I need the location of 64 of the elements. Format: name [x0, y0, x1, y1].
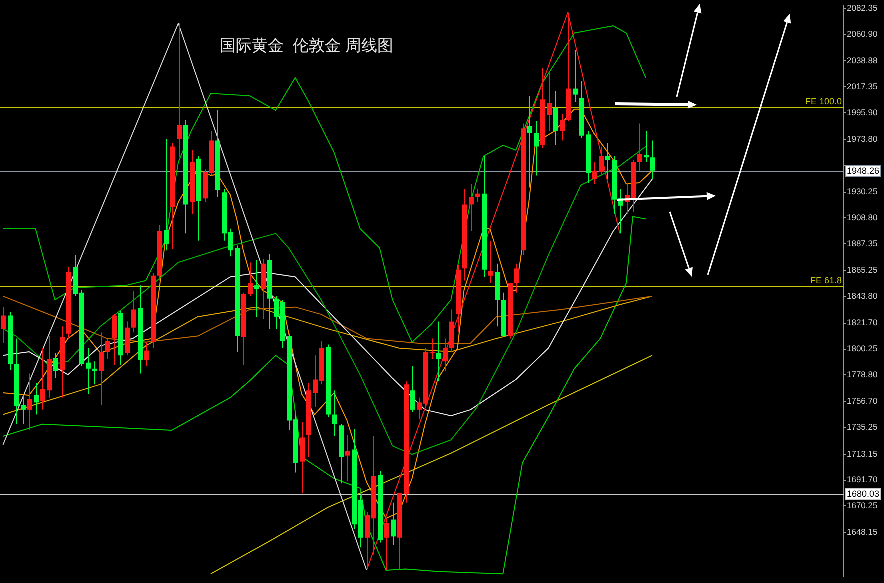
- candlestick: [527, 96, 532, 188]
- y-tick-label: 1887.35: [847, 238, 878, 248]
- candlestick: [436, 321, 441, 382]
- candlestick: [112, 314, 117, 366]
- y-tick-label: 1648.15: [847, 527, 878, 538]
- ref-line-label: FE 61.8: [810, 275, 842, 286]
- candlestick: [547, 71, 552, 132]
- candlestick: [1, 306, 6, 344]
- candlestick: [164, 139, 169, 252]
- candlestick: [573, 50, 578, 103]
- candlestick: [86, 348, 91, 395]
- y-tick-label: 2017.35: [847, 82, 878, 92]
- candlestick: [410, 366, 415, 413]
- candlestick: [644, 130, 649, 163]
- candlestick: [345, 434, 350, 482]
- candlestick: [592, 162, 597, 185]
- candlestick: [475, 188, 480, 203]
- candlestick: [332, 390, 337, 437]
- candlestick: [40, 348, 45, 410]
- y-tick-label: 1691.70: [847, 474, 878, 485]
- y-tick-label: 1756.70: [847, 396, 878, 406]
- candlestick: [514, 263, 519, 294]
- candlestick: [27, 373, 32, 431]
- y-tick-label: 2082.35: [847, 3, 878, 14]
- ref-line-label: 1680.03: [847, 488, 880, 499]
- y-tick-label: 1908.80: [847, 212, 878, 223]
- y-tick-label: 2060.90: [847, 28, 878, 39]
- candlestick: [488, 240, 493, 284]
- text: 国际黄金 伦敦金 周线图: [220, 36, 394, 57]
- candlestick: [99, 332, 104, 406]
- y-tick-label: 1778.80: [847, 370, 878, 380]
- candlestick: [553, 90, 558, 146]
- candlestick: [53, 352, 58, 380]
- candlestick: [443, 338, 448, 372]
- candlestick: [177, 23, 182, 158]
- candlestick: [92, 361, 97, 386]
- candlestick: [391, 502, 396, 546]
- candlestick: [105, 338, 110, 360]
- y-tick-label: 1735.25: [847, 422, 878, 432]
- y-tick-label: 1973.80: [847, 134, 878, 144]
- candlestick: [637, 123, 642, 172]
- y-tick-label: 1930.25: [847, 186, 878, 197]
- y-tick-label: 1670.25: [847, 500, 878, 511]
- candlestick: [599, 146, 604, 176]
- y-tick-label: 2038.88: [847, 56, 878, 66]
- y-tick-label: 1800.25: [847, 344, 878, 354]
- candlestick: [560, 114, 565, 142]
- candlestick: [254, 260, 259, 318]
- candlestick: [650, 140, 655, 180]
- ref-line-label: FE 100.0: [805, 96, 842, 106]
- ref-line-label: 1948.26: [847, 166, 880, 176]
- candlestick: [34, 382, 39, 416]
- y-tick-label: 1843.80: [847, 291, 878, 302]
- y-tick-label: 1713.15: [847, 448, 878, 459]
- candlestick: [144, 342, 149, 367]
- y-tick-label: 1865.25: [847, 265, 878, 276]
- candlestick: [248, 262, 253, 297]
- candlestick: [131, 291, 136, 334]
- candlestick: [469, 184, 474, 232]
- candlestick: [534, 120, 539, 176]
- candlestick: [21, 394, 26, 425]
- candlestick: [605, 142, 610, 180]
- y-tick-label: 1995.90: [847, 107, 878, 118]
- y-tick-label: 1821.70: [847, 318, 878, 328]
